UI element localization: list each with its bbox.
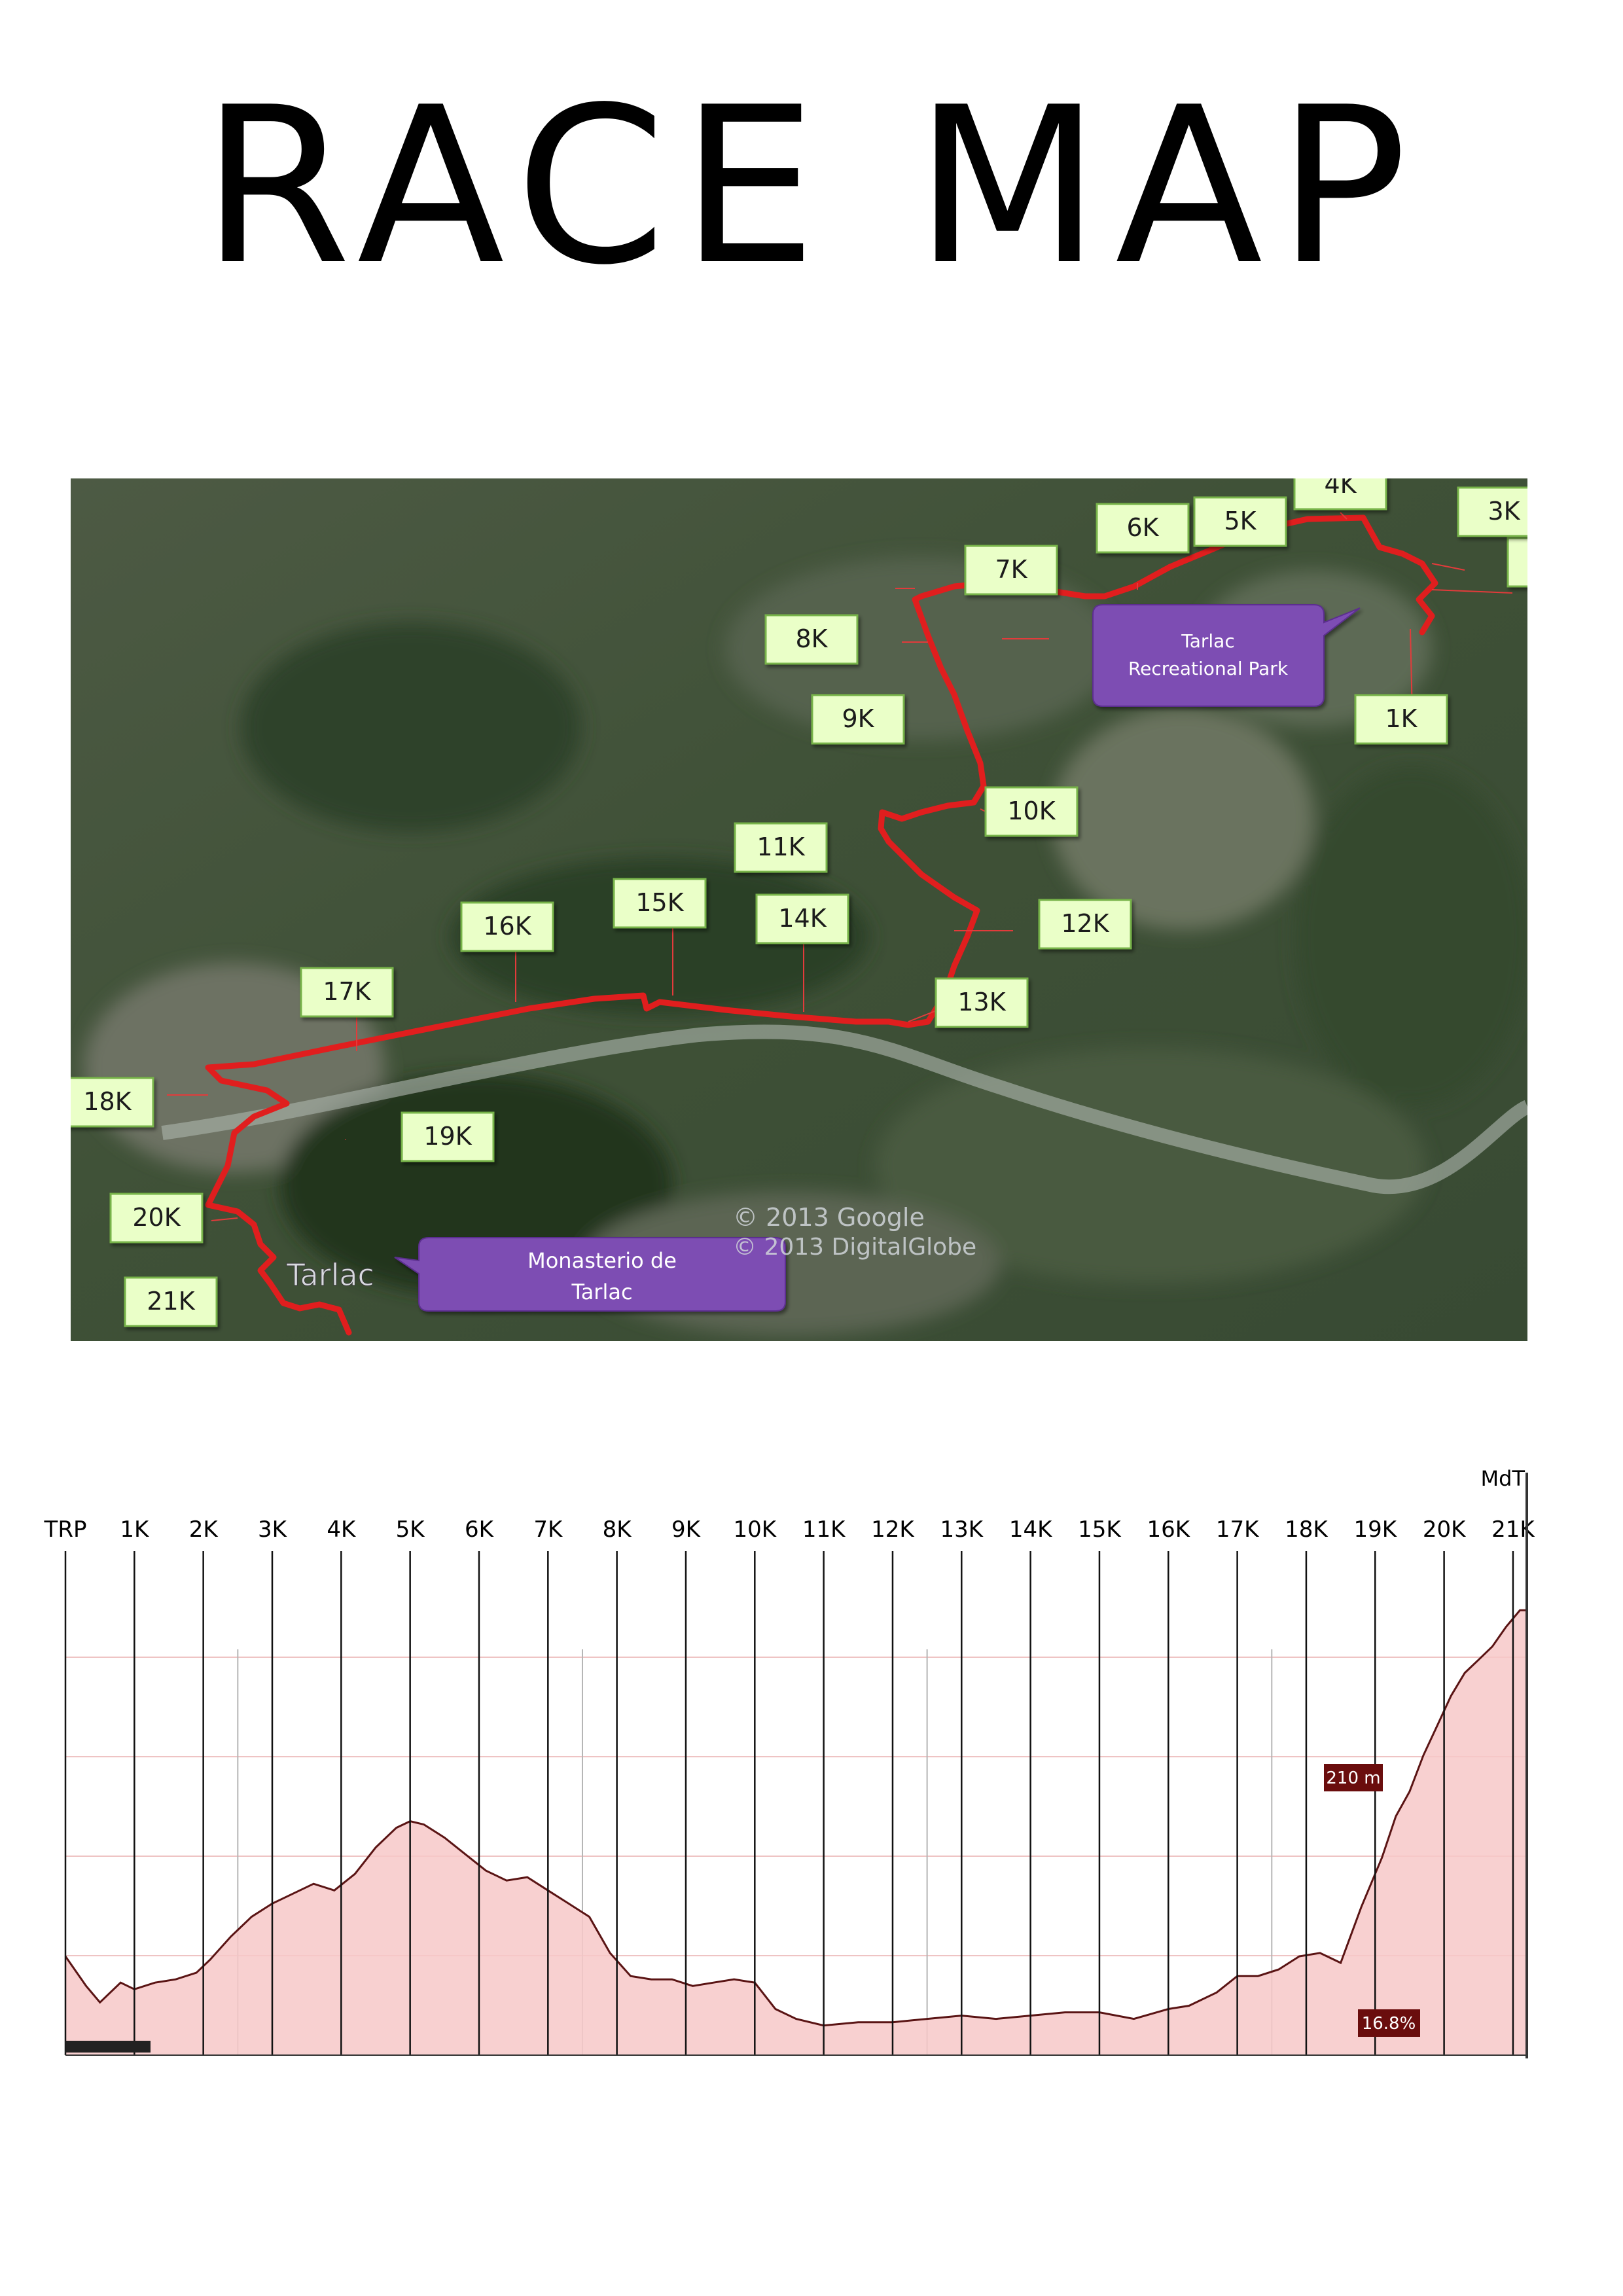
- km-marker-2k: [1507, 537, 1601, 588]
- km-tick-label-12k: 12K: [871, 1516, 915, 1543]
- unit-label: MdT: [1481, 1466, 1525, 1491]
- callout-park-line1: Tarlac: [1181, 630, 1234, 652]
- km-marker-label: 7K: [995, 555, 1027, 584]
- km-tick-label-11k: 11K: [802, 1516, 846, 1543]
- km-marker-21k: [124, 1276, 218, 1327]
- watermark-google: © 2013 Google: [733, 1203, 925, 1232]
- km-marker-label: 15K: [635, 888, 684, 917]
- km-marker-label: 18K: [83, 1087, 132, 1116]
- km-tick-label-8k: 8K: [603, 1516, 633, 1543]
- km-marker-label: 16K: [483, 912, 531, 941]
- km-marker-label: 11K: [757, 833, 805, 861]
- km-marker-label: 13K: [957, 988, 1006, 1016]
- race-route: [205, 514, 1438, 1336]
- km-marker-1k: [1354, 694, 1448, 745]
- km-tick-label-5k: 5K: [396, 1516, 426, 1543]
- km-marker-label: 5K: [1224, 507, 1257, 535]
- scale-bar: [65, 2041, 151, 2053]
- km-marker-label: 1K: [1385, 704, 1418, 733]
- km-marker-19k: [401, 1111, 495, 1162]
- elevation-line: [64, 1609, 1527, 2027]
- km-marker-label: 6K: [1126, 513, 1159, 542]
- km-tick-label-16k: 16K: [1147, 1516, 1191, 1543]
- river: [161, 1024, 1531, 1194]
- km-marker-label: 17K: [323, 977, 371, 1006]
- km-tick-label-6k: 6K: [465, 1516, 495, 1543]
- km-marker-7k: [964, 545, 1058, 596]
- km-marker-17k: [300, 967, 394, 1018]
- km-tick-label-17k: 17K: [1216, 1516, 1260, 1543]
- km-tick-label-14k: 14K: [1009, 1516, 1053, 1543]
- km-marker-label: 14K: [778, 904, 827, 933]
- km-marker-13k: [935, 977, 1029, 1028]
- km-marker-label: 10K: [1007, 797, 1056, 825]
- km-tick-labels: TRP 1K 2K 3K 4K 5K 6K 7K 8K 9K 10K 11K 12K 13K 14K 15K 1…: [44, 1516, 1536, 1543]
- km-marker-5k: [1193, 496, 1287, 547]
- grade-tag: 16.8%: [1362, 2014, 1416, 2034]
- km-tick-label-9k: 9K: [671, 1516, 702, 1543]
- satellite-map: 1K2K3K4K5K6K7K8K9K10K11K12K13K14K15K16K1…: [60, 459, 1601, 1341]
- km-marker-16k: [460, 901, 554, 952]
- elevation-tag-bg: [1324, 1764, 1383, 1791]
- km-marker-15k: [613, 878, 707, 929]
- km-tick-label-15k: 15K: [1078, 1516, 1122, 1543]
- km-marker-18k: [60, 1077, 154, 1128]
- km-tick-label-20k: 20K: [1423, 1516, 1467, 1543]
- km-marker-9k: [811, 694, 905, 745]
- elevation-fill: [65, 1610, 1527, 2055]
- km-marker-8k: [764, 614, 859, 665]
- km-tick-label-19k: 19K: [1353, 1516, 1397, 1543]
- callout-park: [1092, 604, 1361, 707]
- km-marker-label: 19K: [423, 1122, 472, 1151]
- km-tick-lines: [64, 1551, 1514, 2055]
- km-tick-label-4k: 4K: [327, 1516, 357, 1543]
- callout-monastery: [394, 1237, 786, 1312]
- km-tick-label-21k: 21K: [1491, 1516, 1535, 1543]
- km-tick-label-3k: 3K: [258, 1516, 288, 1543]
- km-marker-20k: [109, 1193, 204, 1244]
- watermark-digitalglobe: © 2013 DigitalGlobe: [733, 1234, 976, 1261]
- km-marker-label: 8K: [795, 624, 828, 653]
- callout-park-line2: Recreational Park: [1128, 658, 1289, 679]
- km-tick-label-7k: 7K: [533, 1516, 563, 1543]
- km-tick-label-1k: 1K: [120, 1516, 150, 1543]
- km-marker-label: 3K: [1488, 497, 1520, 526]
- place-label-tarlac: Tarlac: [286, 1257, 374, 1293]
- elevation-chart: TRP 1K 2K 3K 4K 5K 6K 7K 8K 9K 10K 11K 12K 13K 14K 15K 1…: [44, 1466, 1536, 2058]
- grade-tag-bg: [1358, 2009, 1420, 2037]
- km-tick-label-trp: TRP: [44, 1516, 87, 1543]
- km-marker-12k: [1038, 899, 1132, 950]
- km-marker-label: 21K: [147, 1287, 195, 1316]
- km-tick-label-18k: 18K: [1285, 1516, 1329, 1543]
- km-tick-label-10k: 10K: [734, 1516, 777, 1543]
- elevation-tag: 210 m: [1326, 1768, 1380, 1788]
- race-route-map: 1K2K3K4K5K6K7K8K9K10K11K12K13K14K15K16K1…: [60, 459, 1601, 1341]
- km-marker-label: 12K: [1061, 909, 1109, 938]
- callout-monastery-line1: Monasterio de: [527, 1248, 677, 1273]
- km-marker-label: 9K: [842, 704, 874, 733]
- elevation-profile: TRP 1K 2K 3K 4K 5K 6K 7K 8K 9K 10K 11K 12K 13K 14K 15K 1…: [39, 1460, 1564, 2088]
- km-marker-6k: [1096, 503, 1190, 554]
- km-tick-label-13k: 13K: [940, 1516, 984, 1543]
- km-marker-11k: [734, 822, 828, 873]
- km-marker-label: 20K: [132, 1203, 181, 1232]
- km-marker-10k: [984, 786, 1079, 837]
- page-title: RACE MAP: [201, 61, 1422, 312]
- km-tick-label-2k: 2K: [189, 1516, 219, 1543]
- km-marker-14k: [755, 893, 849, 944]
- callout-monastery-line2: Tarlac: [571, 1280, 632, 1304]
- elevation-area: [64, 1609, 1527, 2055]
- km-marker-label: 4K: [1324, 478, 1357, 499]
